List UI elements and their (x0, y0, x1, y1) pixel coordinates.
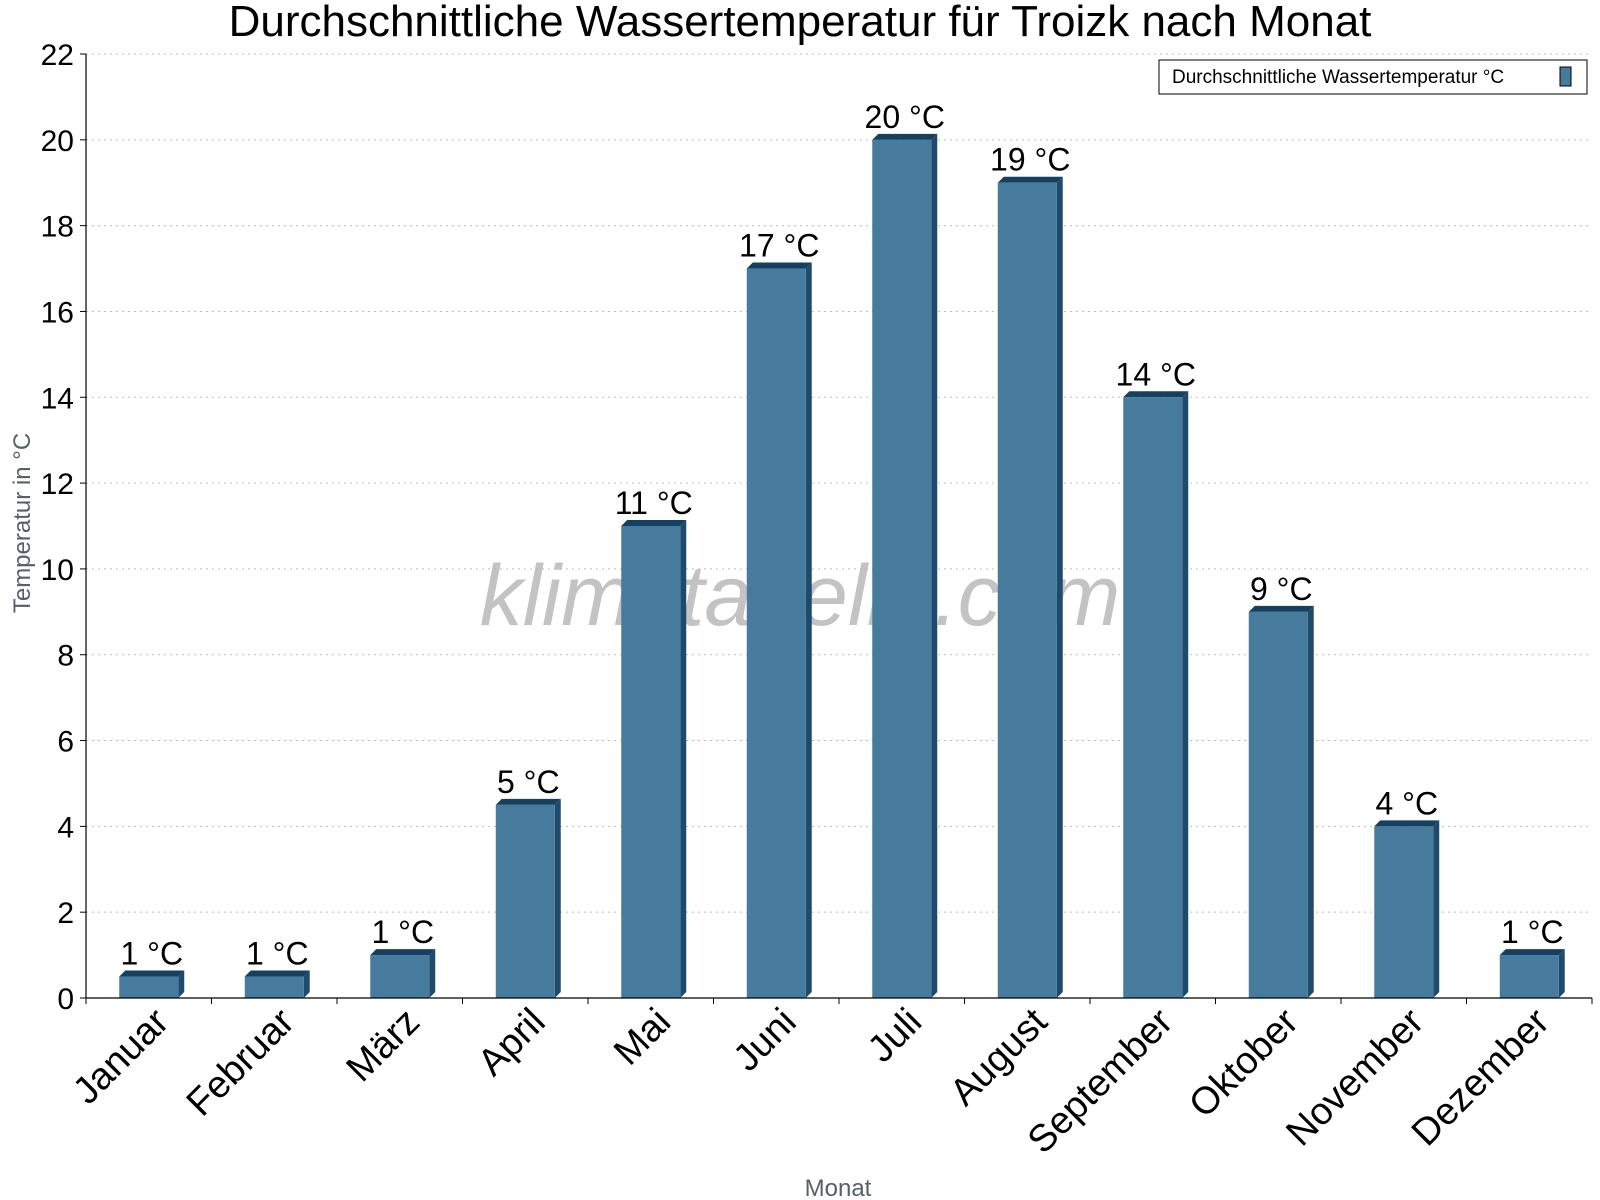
bar-top (495, 798, 561, 805)
y-tick-label: 6 (57, 726, 74, 759)
x-axis-label: Monat (805, 1175, 872, 1200)
bar-top (1123, 391, 1189, 398)
chart-title: Durchschnittliche Wassertemperatur für T… (229, 0, 1372, 46)
data-label: 1 °C (371, 914, 434, 950)
bar (244, 976, 304, 998)
legend-swatch (1559, 66, 1572, 87)
bar (872, 139, 932, 998)
y-tick-label: 2 (57, 897, 74, 930)
y-tick-label: 20 (41, 125, 74, 158)
y-tick-label: 12 (41, 468, 74, 501)
bar-top (244, 970, 310, 977)
bar-top (1499, 949, 1565, 956)
data-label: 17 °C (739, 228, 819, 264)
bar-side (805, 262, 812, 999)
y-tick-label: 18 (41, 211, 74, 244)
x-tick-label: Dezember (1404, 1000, 1558, 1154)
bar-side (1056, 176, 1063, 998)
bar-top (872, 133, 938, 140)
bar (370, 955, 430, 998)
y-tick-label: 4 (57, 811, 74, 844)
bar-side (429, 949, 436, 998)
bar-side (1307, 605, 1314, 998)
y-axis-label: Temperatur in °C (9, 433, 36, 613)
data-label: 4 °C (1375, 785, 1438, 821)
x-tick-label: März (339, 1001, 428, 1090)
x-tick-label: April (470, 1001, 553, 1084)
data-label: 19 °C (990, 142, 1070, 178)
data-label: 1 °C (120, 936, 183, 972)
y-tick-label: 14 (41, 382, 74, 415)
y-tick-label: 0 (57, 983, 74, 1016)
legend-box (1158, 59, 1588, 95)
x-axis-ticks: Januar Februar März April Mai Juni Juli AugustS… (65, 998, 1593, 1162)
data-label: 9 °C (1250, 571, 1313, 607)
y-tick-label: 22 (41, 39, 74, 72)
bar-top (746, 262, 812, 269)
x-tick-label: Juli (860, 1001, 930, 1071)
legend-label: Durchschnittliche Wassertemperatur °C (1172, 67, 1504, 88)
bar-side (178, 970, 185, 998)
bar-top (1248, 605, 1314, 612)
bar (621, 526, 681, 998)
bar (1499, 955, 1559, 998)
x-tick-label: Februar (179, 1000, 303, 1124)
data-label: 1 °C (246, 936, 309, 972)
bar-side (680, 520, 687, 998)
data-label: 5 °C (497, 764, 560, 800)
y-tick-label: 16 (41, 296, 74, 329)
bar (1123, 397, 1183, 999)
bar (997, 182, 1057, 998)
bar-top (997, 176, 1063, 183)
axes (85, 54, 1592, 999)
bar-side (554, 798, 561, 998)
data-label: 20 °C (865, 99, 945, 135)
bar-top (370, 949, 436, 956)
data-label: 1 °C (1501, 914, 1564, 950)
bar-top (119, 970, 185, 977)
bar (495, 804, 555, 998)
bar-top (621, 520, 687, 526)
bar-side (1558, 949, 1565, 998)
bar-side (303, 970, 310, 998)
y-tick-label: 8 (57, 640, 74, 673)
x-tick-label: Juni (726, 1001, 805, 1080)
bar-side (931, 133, 938, 998)
legend: Durchschnittliche Wassertemperatur °C (1158, 59, 1588, 95)
bar-top (1374, 820, 1440, 827)
y-tick-label: 10 (41, 554, 74, 587)
bar-side (1182, 391, 1189, 999)
x-tick-label: Januar (65, 1000, 177, 1112)
bar (119, 976, 179, 998)
data-label: 11 °C (615, 485, 693, 521)
bars: 1 °C 1 °C 1 °C 5 °C 11 °C 17 °C 20 °C 19 °C 14 °… (119, 99, 1565, 999)
x-tick-label: August (942, 1000, 1056, 1114)
x-tick-label: Oktober (1181, 1000, 1307, 1126)
bar (1374, 826, 1434, 998)
data-label: 14 °C (1116, 356, 1196, 392)
bar (746, 268, 806, 999)
x-tick-label: Mai (606, 1001, 679, 1074)
y-axis-ticks: 0 2 4 6 8 10 12 14 16 18 20 22 (41, 39, 86, 1016)
bar (1248, 611, 1308, 998)
bar-side (1433, 820, 1440, 998)
gridlines (86, 53, 1592, 913)
